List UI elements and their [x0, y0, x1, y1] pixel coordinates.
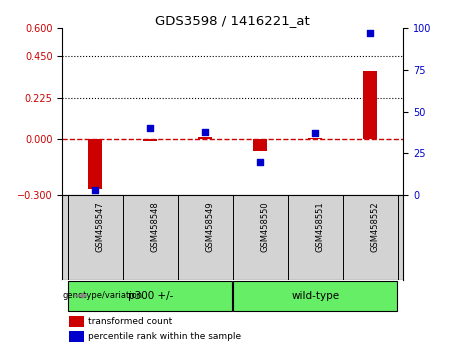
Bar — [254, 139, 267, 152]
Point — [92, 187, 99, 193]
Bar — [198, 137, 212, 139]
Text: genotype/variation: genotype/variation — [63, 291, 143, 300]
Text: GSM458548: GSM458548 — [150, 202, 159, 252]
Text: GSM458550: GSM458550 — [260, 202, 269, 252]
Point — [201, 129, 209, 135]
Point — [366, 30, 374, 36]
FancyBboxPatch shape — [68, 281, 232, 312]
Title: GDS3598 / 1416221_at: GDS3598 / 1416221_at — [155, 14, 310, 27]
Point — [312, 131, 319, 136]
Text: p300 +/-: p300 +/- — [128, 291, 173, 301]
Bar — [89, 139, 102, 189]
Text: transformed count: transformed count — [88, 317, 172, 326]
FancyBboxPatch shape — [233, 281, 397, 312]
Bar — [363, 71, 377, 139]
Text: GSM458547: GSM458547 — [95, 202, 104, 252]
Text: GSM458551: GSM458551 — [315, 202, 325, 252]
Bar — [69, 331, 84, 342]
Text: GSM458549: GSM458549 — [205, 202, 214, 252]
Text: wild-type: wild-type — [291, 291, 339, 301]
Bar — [308, 138, 322, 139]
Point — [147, 125, 154, 131]
Text: percentile rank within the sample: percentile rank within the sample — [88, 332, 241, 341]
Text: GSM458552: GSM458552 — [370, 202, 379, 252]
Bar — [143, 139, 157, 141]
Bar — [69, 316, 84, 327]
Point — [257, 159, 264, 165]
